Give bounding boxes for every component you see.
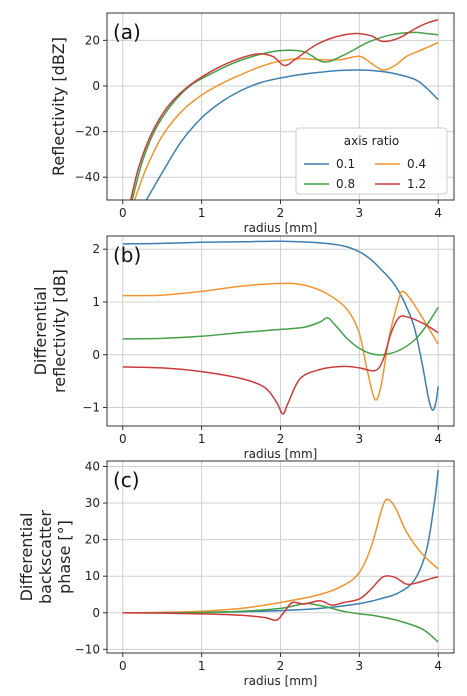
x-tick-label: 2 (277, 206, 285, 220)
x-tick-label: 1 (198, 659, 206, 673)
y-tick-label: 40 (85, 459, 100, 473)
legend: axis ratio 0.1 0.8 0.4 1.2 (295, 127, 448, 195)
panel-2: 0 1 2 3 4 −1 0 1 2 (b) radius [mm] Differential refl… (31, 235, 455, 461)
series-line-0-4 (133, 41, 439, 200)
x-tick-label: 4 (434, 206, 442, 220)
series-group (122, 240, 439, 415)
y-axis-label: Differential (17, 513, 36, 602)
series-line-0-8 (131, 31, 439, 200)
x-tick-label: 0 (119, 659, 127, 673)
series-line-1-2 (122, 315, 439, 415)
panel-label: (a) (113, 20, 141, 44)
series-line-0-4 (122, 498, 439, 614)
y-axis-label: backscatter (36, 510, 55, 604)
x-tick-label: 2 (277, 432, 285, 446)
axes-frame (106, 12, 455, 201)
panel-1: 0 1 2 3 4 −40 −20 0 20 (a) radius [mm] Reflectivity… (49, 12, 455, 235)
y-tick-label: −10 (75, 642, 100, 656)
y-tick-label: −20 (75, 125, 100, 139)
y-tick-label: 0 (92, 606, 100, 620)
y-axis-label: reflectivity [dB] (50, 269, 69, 393)
legend-label: 0.8 (336, 177, 355, 191)
y-axis-label: Reflectivity [dBZ] (49, 37, 68, 176)
y-tick-label: −1 (82, 401, 100, 415)
x-axis-label: radius [mm] (244, 221, 318, 235)
x-tick-label: 3 (356, 432, 364, 446)
x-tick-label: 2 (277, 659, 285, 673)
series-line-0-8 (122, 306, 439, 356)
panel-label: (c) (113, 468, 140, 492)
x-tick-label: 4 (434, 432, 442, 446)
legend-label: 0.1 (336, 157, 355, 171)
x-tick-label: 4 (434, 659, 442, 673)
x-tick-label: 3 (356, 206, 364, 220)
y-tick-label: 20 (85, 533, 100, 547)
x-tick-label: 3 (356, 659, 364, 673)
legend-label: 0.4 (407, 157, 426, 171)
legend-label: 1.2 (407, 177, 426, 191)
axes-frame (106, 460, 455, 654)
y-tick-label: 30 (85, 496, 100, 510)
series-line-0-8 (122, 602, 439, 643)
legend-title: axis ratio (344, 134, 400, 148)
y-tick-label: 2 (92, 242, 100, 256)
x-tick-label: 1 (198, 432, 206, 446)
x-tick-label: 1 (198, 206, 206, 220)
axes-frame (106, 235, 455, 427)
series-line-1-2 (129, 19, 439, 200)
y-axis-label: phase [°] (55, 520, 74, 594)
y-tick-label: 0 (92, 79, 100, 93)
y-tick-label: −40 (75, 170, 100, 184)
panel-label: (b) (113, 243, 141, 267)
x-tick-label: 0 (119, 432, 127, 446)
x-axis-label: radius [mm] (244, 447, 318, 461)
x-tick-label: 0 (119, 206, 127, 220)
series-group (122, 470, 439, 643)
panel-3: 0 1 2 3 4 −10 0 10 20 30 40 (c) radius [mm] Different… (17, 459, 455, 688)
series-line-0-1 (145, 69, 439, 200)
y-tick-label: 0 (92, 348, 100, 362)
series-line-1-2 (122, 575, 439, 622)
legend-box (295, 127, 448, 195)
y-tick-label: 10 (85, 569, 100, 583)
x-axis-label: radius [mm] (244, 674, 318, 688)
y-tick-label: 1 (92, 295, 100, 309)
y-axis-label: Differential (31, 287, 50, 376)
series-group (129, 19, 439, 200)
series-line-0-1 (122, 240, 439, 411)
y-tick-label: 20 (85, 33, 100, 47)
